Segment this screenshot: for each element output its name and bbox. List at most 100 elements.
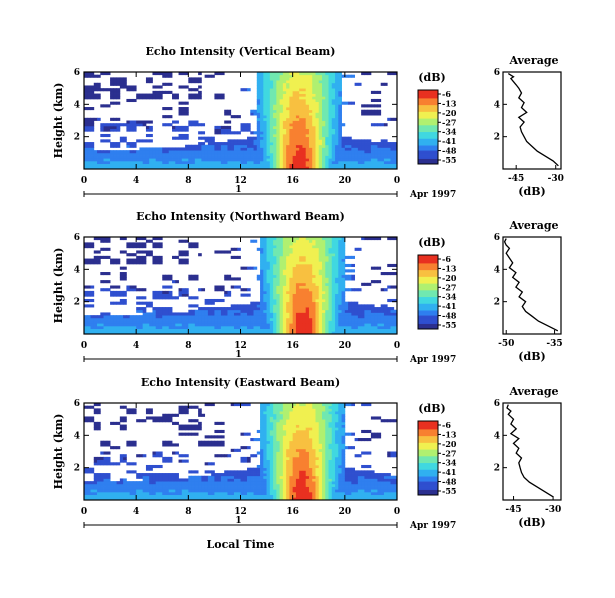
heatmap-cell [286,320,290,324]
heatmap-cell [172,255,176,259]
heatmap-cell [260,481,264,485]
heatmap-cell [380,315,385,319]
heatmap-cell [126,494,131,498]
heatmap-cell [377,237,382,241]
heatmap-cell [341,312,346,316]
heatmap-cell [97,317,101,321]
heatmap-cell [237,473,241,477]
heatmap-cell [119,166,124,170]
heatmap-cell [292,247,297,251]
heatmap-cell [331,293,336,297]
heatmap-cell [302,74,307,78]
heatmap-cell [185,491,189,496]
heatmap-cell [318,261,323,265]
heatmap-cell [276,117,281,121]
heatmap-cell [318,139,323,143]
heatmap-cell [335,120,339,124]
heatmap-cell [172,481,176,485]
heatmap-cell [328,142,333,146]
heatmap-cell [233,470,238,474]
heatmap-cell [325,280,329,284]
heatmap-cell [308,242,313,246]
heatmap-cell [129,152,134,156]
heatmap-cell [341,280,346,284]
heatmap-cell [308,107,313,111]
heatmap-cell [390,152,395,156]
heatmap-cell [123,419,127,423]
heatmap-cell [217,481,222,485]
heatmap-cell [348,328,352,332]
colorbar-tick-label: -13 [442,263,457,273]
heatmap-cell [266,301,271,305]
heatmap-cell [172,331,176,335]
heatmap-cell [93,424,98,428]
heatmap-cell [162,323,166,327]
heatmap-cell [351,277,356,281]
heatmap-cell [168,459,173,463]
heatmap-cell [325,298,329,303]
heatmap-cell [263,125,267,129]
heatmap-cell [139,483,144,487]
x-tick-label: 8 [185,176,191,186]
heatmap-cell [243,125,248,129]
heatmap-cell [364,307,369,311]
heatmap-cell [220,328,225,332]
heatmap-cell [194,158,199,162]
heatmap-cell [136,163,140,167]
heatmap-cell [201,309,206,313]
heatmap-cell [325,323,329,327]
heatmap-cell [260,155,264,159]
heatmap-cell [139,454,144,458]
heatmap-cell [370,315,375,319]
heatmap-cell [191,147,196,151]
heatmap-cell [198,288,202,292]
heatmap-cell [93,486,98,490]
colorbar-segment [418,147,438,150]
heatmap-cell [106,486,111,490]
heatmap-cell [269,74,274,78]
heatmap-cell [119,237,124,241]
heatmap-cell [338,258,342,262]
heatmap-cell [273,280,277,284]
heatmap-cell [292,101,297,105]
heatmap-cell [276,263,281,268]
heatmap-cell [136,160,140,165]
heatmap-cell [126,128,131,132]
heatmap-cell [181,72,186,76]
heatmap-cell [269,239,274,243]
heatmap-cell [325,115,329,119]
profile-line [503,238,559,332]
heatmap-cell [237,147,241,151]
heatmap-cell [100,328,104,332]
heatmap-cell [103,139,108,143]
heatmap-cell [367,317,372,321]
heatmap-cell [233,497,238,501]
heatmap-cell [295,158,300,162]
heatmap-cell [191,166,196,170]
heatmap-cell [354,323,359,327]
heatmap-cell [84,293,88,297]
heatmap-cell [181,494,186,498]
heatmap-cell [295,290,300,294]
heatmap-cell [103,440,108,444]
heatmap-cell [263,131,267,135]
heatmap-cell [113,331,117,335]
heatmap-cell [312,312,316,316]
heatmap-cell [364,304,369,308]
heatmap-cell [84,142,88,146]
heatmap-cell [237,325,241,330]
heatmap-cell [279,304,284,308]
heatmap-cell [318,90,323,94]
heatmap-cell [273,131,277,135]
heatmap-cell [357,288,362,292]
heatmap-cell [165,277,170,281]
heatmap-cell [295,245,300,249]
heatmap-cell [220,307,225,311]
colorbar-segment [418,153,438,156]
heatmap-cell [247,163,251,167]
heatmap-cell [315,277,320,281]
colorbar-segment [418,155,438,158]
colorbar-segment [418,276,438,279]
heatmap-cell [302,320,307,324]
heatmap-cell [292,96,297,100]
